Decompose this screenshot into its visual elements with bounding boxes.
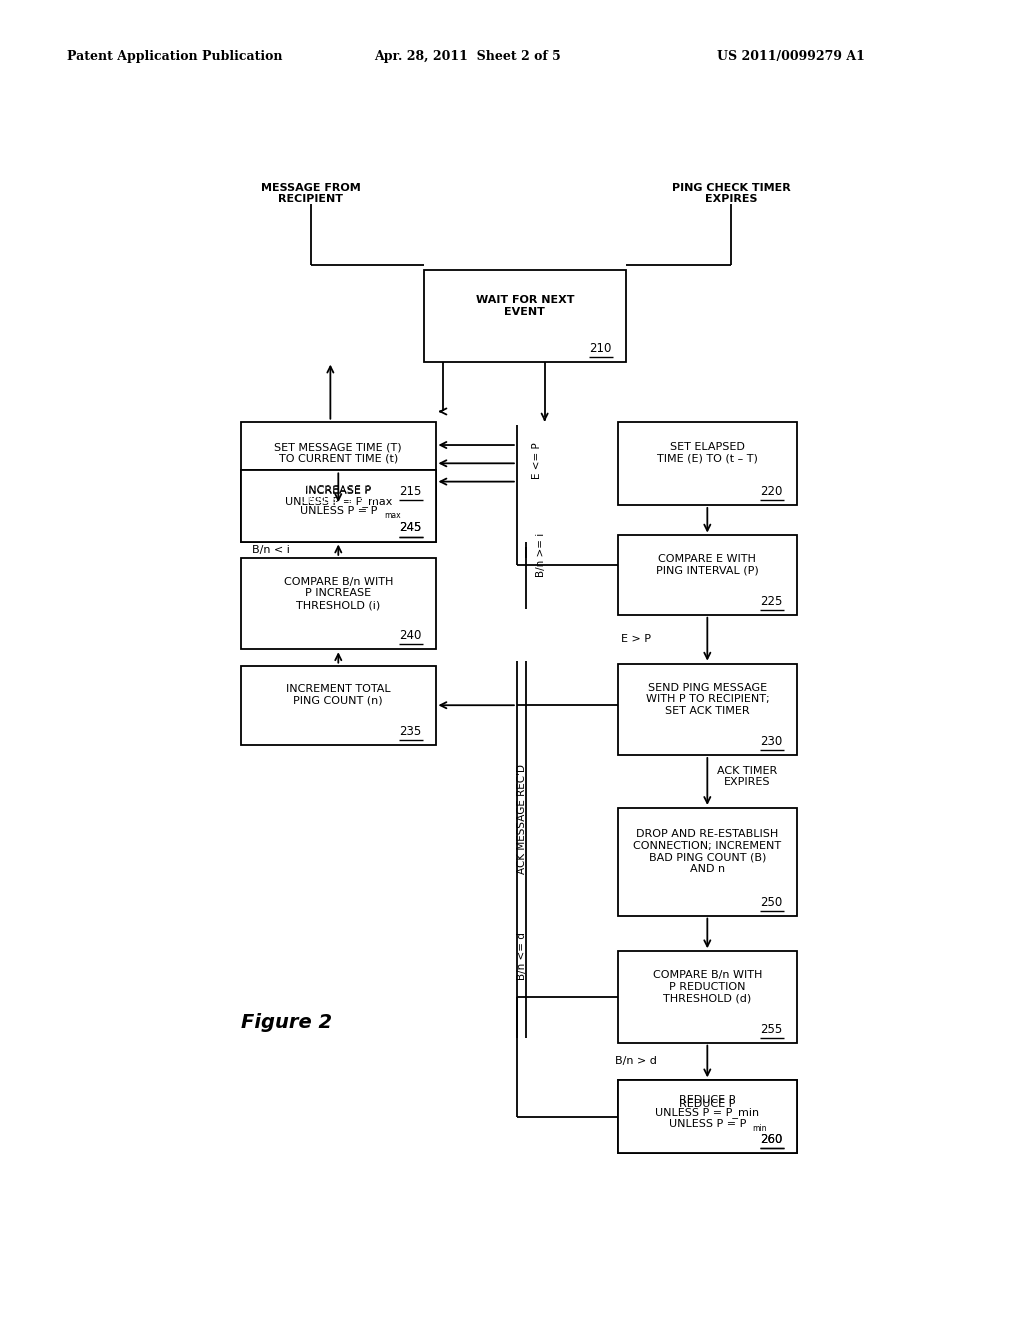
FancyBboxPatch shape bbox=[241, 470, 435, 541]
Text: INCREASE P
UNLESS P = P_max: INCREASE P UNLESS P = P_max bbox=[285, 484, 392, 507]
FancyBboxPatch shape bbox=[241, 421, 435, 506]
Text: DROP AND RE-ESTABLISH
CONNECTION; INCREMENT
BAD PING COUNT (B)
AND n: DROP AND RE-ESTABLISH CONNECTION; INCREM… bbox=[633, 829, 781, 874]
Text: 235: 235 bbox=[399, 725, 421, 738]
Text: WAIT FOR NEXT
EVENT: WAIT FOR NEXT EVENT bbox=[475, 294, 574, 317]
Text: Figure 2: Figure 2 bbox=[242, 1012, 332, 1032]
FancyBboxPatch shape bbox=[618, 952, 797, 1043]
Text: PING CHECK TIMER
EXPIRES: PING CHECK TIMER EXPIRES bbox=[672, 182, 791, 205]
Text: B/n > d: B/n > d bbox=[615, 1056, 656, 1067]
Text: max: max bbox=[384, 511, 401, 520]
FancyBboxPatch shape bbox=[241, 470, 435, 541]
Text: SET ELAPSED
TIME (E) TO (t – T): SET ELAPSED TIME (E) TO (t – T) bbox=[656, 442, 758, 463]
FancyBboxPatch shape bbox=[241, 558, 435, 649]
Text: REDUCE P: REDUCE P bbox=[679, 1098, 735, 1109]
FancyBboxPatch shape bbox=[618, 1080, 797, 1154]
FancyBboxPatch shape bbox=[618, 808, 797, 916]
Text: B/n < i: B/n < i bbox=[252, 545, 290, 554]
Text: E > P: E > P bbox=[621, 634, 651, 644]
Text: UNLESS P = P: UNLESS P = P bbox=[300, 506, 377, 516]
Text: REDUCE P
UNLESS P = P_min: REDUCE P UNLESS P = P_min bbox=[655, 1096, 760, 1118]
Text: MESSAGE FROM
RECIPIENT: MESSAGE FROM RECIPIENT bbox=[261, 182, 360, 205]
Text: 255: 255 bbox=[760, 1023, 782, 1036]
Text: 260: 260 bbox=[760, 1134, 782, 1146]
Text: 215: 215 bbox=[399, 484, 421, 498]
Text: 240: 240 bbox=[399, 630, 421, 643]
FancyBboxPatch shape bbox=[618, 1080, 797, 1154]
Text: 220: 220 bbox=[760, 484, 782, 498]
Text: SET MESSAGE TIME (T)
TO CURRENT TIME (t): SET MESSAGE TIME (T) TO CURRENT TIME (t) bbox=[274, 442, 402, 463]
Text: Apr. 28, 2011  Sheet 2 of 5: Apr. 28, 2011 Sheet 2 of 5 bbox=[374, 50, 560, 63]
Text: INCREASE P
UNLESS P = P: INCREASE P UNLESS P = P bbox=[300, 483, 377, 504]
Text: 245: 245 bbox=[399, 521, 421, 535]
Text: COMPARE E WITH
PING INTERVAL (P): COMPARE E WITH PING INTERVAL (P) bbox=[656, 554, 759, 576]
Text: 260: 260 bbox=[760, 1134, 782, 1146]
Text: SEND PING MESSAGE
WITH P TO RECIPIENT;
SET ACK TIMER: SEND PING MESSAGE WITH P TO RECIPIENT; S… bbox=[645, 682, 769, 715]
Text: 250: 250 bbox=[760, 895, 782, 908]
Text: min: min bbox=[752, 1123, 766, 1133]
Text: 245: 245 bbox=[399, 521, 421, 535]
Text: B/n <= d: B/n <= d bbox=[517, 932, 526, 981]
Text: COMPARE B/n WITH
P REDUCTION
THRESHOLD (d): COMPARE B/n WITH P REDUCTION THRESHOLD (… bbox=[652, 970, 762, 1003]
Text: INCREMENT TOTAL
PING COUNT (n): INCREMENT TOTAL PING COUNT (n) bbox=[286, 684, 390, 706]
Text: Patent Application Publication: Patent Application Publication bbox=[67, 50, 282, 63]
Text: ACK TIMER
EXPIRES: ACK TIMER EXPIRES bbox=[717, 766, 777, 787]
Text: B/n >= i: B/n >= i bbox=[536, 533, 546, 577]
FancyBboxPatch shape bbox=[618, 536, 797, 615]
FancyBboxPatch shape bbox=[618, 421, 797, 506]
Text: E <= P: E <= P bbox=[531, 442, 542, 479]
Text: 210: 210 bbox=[590, 342, 611, 355]
Text: ACK MESSAGE REC'D: ACK MESSAGE REC'D bbox=[517, 763, 526, 874]
FancyBboxPatch shape bbox=[618, 664, 797, 755]
Text: COMPARE B/n WITH
P INCREASE
THRESHOLD (i): COMPARE B/n WITH P INCREASE THRESHOLD (i… bbox=[284, 577, 393, 610]
FancyBboxPatch shape bbox=[241, 665, 435, 744]
Text: US 2011/0099279 A1: US 2011/0099279 A1 bbox=[717, 50, 864, 63]
Text: 230: 230 bbox=[760, 735, 782, 748]
Text: 225: 225 bbox=[760, 594, 782, 607]
FancyBboxPatch shape bbox=[424, 271, 626, 362]
Text: INCREASE P: INCREASE P bbox=[305, 486, 372, 496]
Text: UNLESS P = P: UNLESS P = P bbox=[669, 1119, 746, 1129]
